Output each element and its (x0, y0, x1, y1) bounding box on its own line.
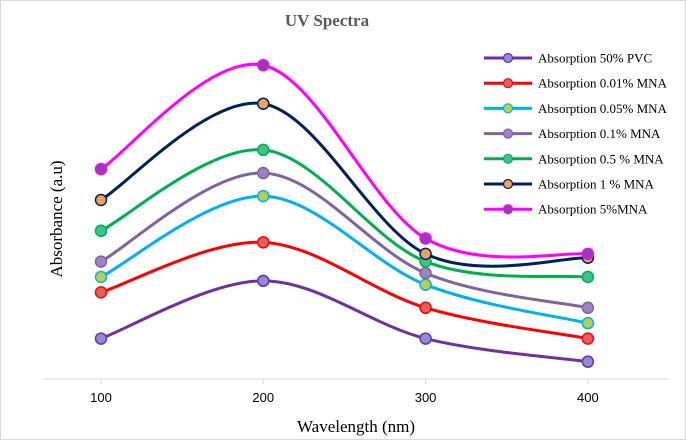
series-line (99, 171, 590, 310)
data-point (257, 58, 270, 72)
data-point (94, 332, 108, 345)
legend-label: Absorption 0.1% MNA (538, 126, 661, 141)
data-point (257, 236, 270, 249)
series-4 (94, 166, 595, 315)
data-point (581, 316, 595, 330)
data-point (94, 270, 108, 284)
series-1 (94, 274, 595, 368)
data-point (94, 224, 108, 238)
legend-marker (502, 178, 514, 190)
legend-label: Absorption 0.05% MNA (538, 101, 668, 116)
x-tick-label: 400 (577, 390, 599, 405)
data-point (94, 193, 108, 207)
data-point (257, 143, 270, 157)
legend-item: Absorption 0.01% MNA (484, 76, 668, 91)
legend-label: Absorption 0.5 % MNA (538, 151, 664, 166)
data-point (581, 301, 595, 315)
data-point (581, 332, 595, 345)
legend-item: Absorption 1 % MNA (484, 177, 655, 192)
data-point (94, 255, 108, 268)
x-axis-title: Wavelength (nm) (297, 417, 415, 436)
data-point (581, 247, 595, 261)
data-point (257, 166, 270, 180)
series-5 (94, 143, 595, 284)
data-point (419, 266, 432, 280)
series-3 (94, 189, 595, 330)
data-point (419, 301, 432, 315)
chart-title: UV Spectra (285, 11, 370, 30)
series-line (99, 62, 590, 259)
data-point (419, 332, 432, 345)
data-point (94, 286, 108, 299)
legend-item: Absorption 0.5 % MNA (484, 151, 664, 166)
x-tick-label: 200 (252, 390, 274, 405)
data-point (419, 232, 432, 245)
legend-marker (502, 153, 514, 164)
legend-marker (502, 204, 514, 215)
legend-item: Absorption 5%MNA (484, 202, 648, 217)
series-7 (94, 58, 595, 261)
legend-label: Absorption 0.01% MNA (538, 76, 668, 91)
data-point (581, 270, 595, 284)
data-point (581, 355, 595, 368)
series-layer (94, 58, 595, 368)
legend-label: Absorption 50% PVC (538, 51, 652, 66)
data-point (419, 278, 432, 291)
legend-marker (502, 52, 514, 64)
data-point (257, 97, 270, 110)
legend-marker (502, 103, 514, 114)
series-line (99, 194, 590, 325)
data-point (94, 162, 108, 176)
x-tick-label: 300 (415, 390, 437, 405)
data-point (419, 247, 432, 261)
legend-item: Absorption 50% PVC (484, 51, 652, 66)
series-6 (94, 97, 595, 268)
y-axis-title: Absorbance (a.u) (47, 160, 66, 277)
series-2 (94, 236, 595, 345)
series-line (99, 279, 590, 364)
x-tick-labels: 100 200 300 400 (90, 379, 599, 405)
legend-marker (502, 78, 514, 89)
x-tick-label: 100 (90, 390, 112, 405)
data-point (257, 274, 270, 288)
legend-label: Absorption 5%MNA (538, 202, 648, 217)
legend-label: Absorption 1 % MNA (538, 177, 655, 192)
legend: Absorption 50% PVC Absorption 0.01% MNA Ab… (484, 51, 668, 217)
legend-item: Absorption 0.1% MNA (484, 126, 661, 141)
series-line (99, 101, 590, 268)
legend-item: Absorption 0.05% MNA (484, 101, 668, 116)
data-point (257, 189, 270, 203)
legend-marker (502, 128, 514, 139)
series-line (99, 240, 590, 341)
series-line (99, 148, 590, 279)
